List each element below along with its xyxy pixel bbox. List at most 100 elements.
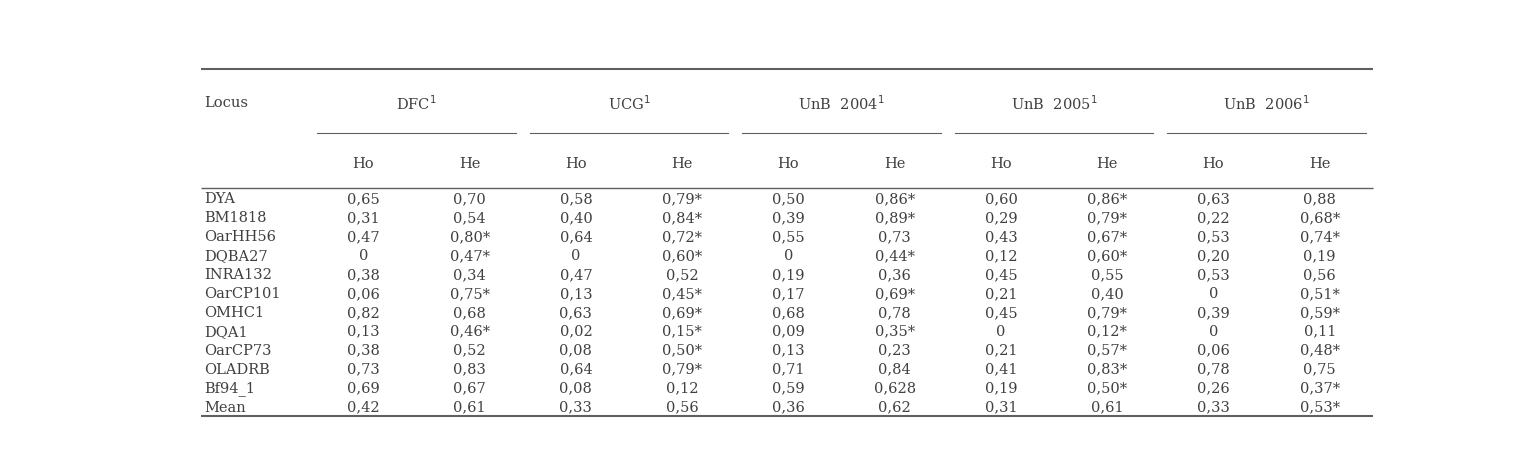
Text: INRA132: INRA132: [205, 268, 273, 281]
Text: 0,62: 0,62: [878, 400, 912, 414]
Text: 0,73: 0,73: [878, 229, 912, 243]
Text: 0,89*: 0,89*: [875, 210, 915, 225]
Text: 0,70: 0,70: [453, 191, 486, 206]
Text: 0,37*: 0,37*: [1299, 381, 1340, 395]
Text: 0,56: 0,56: [1304, 268, 1336, 281]
Text: DQBA27: DQBA27: [205, 248, 268, 262]
Text: Locus: Locus: [205, 96, 248, 110]
Text: 0,50*: 0,50*: [662, 343, 702, 357]
Text: 0,44*: 0,44*: [875, 248, 915, 262]
Text: 0,20: 0,20: [1196, 248, 1230, 262]
Text: 0,54: 0,54: [453, 210, 486, 225]
Text: BM1818: BM1818: [205, 210, 267, 225]
Text: 0,53: 0,53: [1196, 229, 1230, 243]
Text: 0,50*: 0,50*: [1088, 381, 1128, 395]
Text: OMHC1: OMHC1: [205, 305, 265, 319]
Text: 0,71: 0,71: [772, 362, 804, 376]
Text: 0,72*: 0,72*: [662, 229, 702, 243]
Text: 0: 0: [784, 248, 794, 262]
Text: 0,55: 0,55: [772, 229, 804, 243]
Text: He: He: [671, 157, 692, 170]
Text: 0,79*: 0,79*: [1088, 210, 1128, 225]
Text: 0,21: 0,21: [985, 286, 1017, 300]
Text: 0,79*: 0,79*: [662, 362, 702, 376]
Text: 0,02: 0,02: [559, 324, 593, 338]
Text: 0,78: 0,78: [1196, 362, 1230, 376]
Text: 0,45: 0,45: [985, 305, 1017, 319]
Text: 0,64: 0,64: [559, 229, 593, 243]
Text: 0,40: 0,40: [1091, 286, 1123, 300]
Text: 0,33: 0,33: [559, 400, 593, 414]
Text: 0,15*: 0,15*: [662, 324, 702, 338]
Text: 0,69*: 0,69*: [662, 305, 702, 319]
Text: 0,69: 0,69: [346, 381, 380, 395]
Text: OarHH56: OarHH56: [205, 229, 277, 243]
Text: 0,59: 0,59: [772, 381, 804, 395]
Text: 0,33: 0,33: [1196, 400, 1230, 414]
Text: 0,55: 0,55: [1091, 268, 1123, 281]
Text: 0,86*: 0,86*: [875, 191, 915, 206]
Text: He: He: [1308, 157, 1330, 170]
Text: 0,43: 0,43: [985, 229, 1017, 243]
Text: 0,59*: 0,59*: [1299, 305, 1339, 319]
Text: 0,80*: 0,80*: [449, 229, 490, 243]
Text: 0,63: 0,63: [1196, 191, 1230, 206]
Text: 0,73: 0,73: [346, 362, 380, 376]
Text: 0,38: 0,38: [346, 268, 380, 281]
Text: 0,78: 0,78: [878, 305, 912, 319]
Text: 0,17: 0,17: [772, 286, 804, 300]
Text: 0,42: 0,42: [348, 400, 380, 414]
Text: 0,57*: 0,57*: [1088, 343, 1128, 357]
Text: 0,21: 0,21: [985, 343, 1017, 357]
Text: 0,29: 0,29: [985, 210, 1017, 225]
Text: 0,61: 0,61: [453, 400, 486, 414]
Text: He: He: [884, 157, 905, 170]
Text: 0,67: 0,67: [453, 381, 486, 395]
Text: 0,38: 0,38: [346, 343, 380, 357]
Text: 0,84: 0,84: [878, 362, 912, 376]
Text: 0,11: 0,11: [1304, 324, 1336, 338]
Text: 0,39: 0,39: [1196, 305, 1230, 319]
Text: 0,12*: 0,12*: [1088, 324, 1128, 338]
Text: 0,52: 0,52: [666, 268, 699, 281]
Text: UnB  2006$^{1}$: UnB 2006$^{1}$: [1223, 94, 1310, 112]
Text: 0,39: 0,39: [772, 210, 804, 225]
Text: 0,75*: 0,75*: [449, 286, 490, 300]
Text: 0,31: 0,31: [348, 210, 380, 225]
Text: OLADRB: OLADRB: [205, 362, 270, 376]
Text: UCG$^{1}$: UCG$^{1}$: [608, 94, 651, 112]
Text: 0,79*: 0,79*: [662, 191, 702, 206]
Text: 0,26: 0,26: [1196, 381, 1230, 395]
Text: 0,45*: 0,45*: [662, 286, 702, 300]
Text: 0,08: 0,08: [559, 381, 593, 395]
Text: Bf94_1: Bf94_1: [205, 380, 256, 396]
Text: 0,12: 0,12: [666, 381, 699, 395]
Text: UnB  2004$^{1}$: UnB 2004$^{1}$: [798, 94, 885, 112]
Text: 0,56: 0,56: [666, 400, 699, 414]
Text: 0,12: 0,12: [985, 248, 1017, 262]
Text: OarCP73: OarCP73: [205, 343, 273, 357]
Text: 0,36: 0,36: [878, 268, 912, 281]
Text: 0,83*: 0,83*: [1088, 362, 1128, 376]
Text: 0,68: 0,68: [453, 305, 486, 319]
Text: DYA: DYA: [205, 191, 236, 206]
Text: 0,69*: 0,69*: [875, 286, 915, 300]
Text: 0,22: 0,22: [1196, 210, 1230, 225]
Text: 0,79*: 0,79*: [1088, 305, 1128, 319]
Text: 0,60: 0,60: [985, 191, 1017, 206]
Text: Ho: Ho: [565, 157, 587, 170]
Text: 0,06: 0,06: [346, 286, 380, 300]
Text: 0,60*: 0,60*: [1088, 248, 1128, 262]
Text: 0,61: 0,61: [1091, 400, 1123, 414]
Text: 0,628: 0,628: [873, 381, 916, 395]
Text: OarCP101: OarCP101: [205, 286, 280, 300]
Text: 0,47*: 0,47*: [449, 248, 490, 262]
Text: 0,47: 0,47: [348, 229, 380, 243]
Text: 0,53: 0,53: [1196, 268, 1230, 281]
Text: UnB  2005$^{1}$: UnB 2005$^{1}$: [1011, 94, 1097, 112]
Text: 0,74*: 0,74*: [1299, 229, 1339, 243]
Text: 0: 0: [571, 248, 581, 262]
Text: 0,36: 0,36: [772, 400, 804, 414]
Text: 0,88: 0,88: [1304, 191, 1336, 206]
Text: Ho: Ho: [990, 157, 1011, 170]
